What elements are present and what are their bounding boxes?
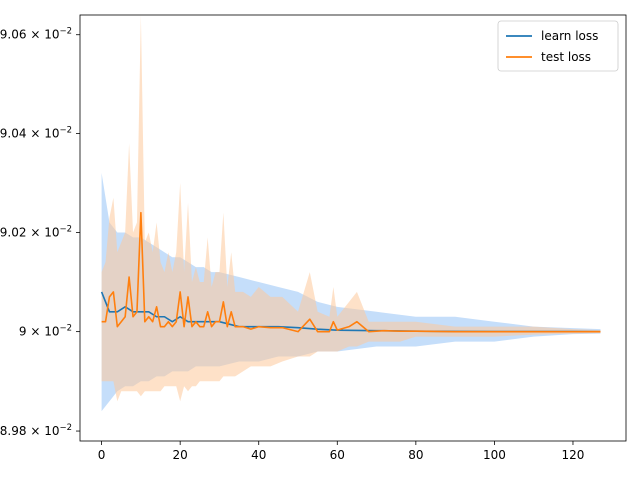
legend: learn loss test loss (497, 20, 619, 72)
legend-label-test-loss: test loss (541, 50, 591, 64)
x-tick-label: 80 (408, 448, 423, 462)
test-loss-line (101, 211, 601, 333)
x-tick-label: 0 (98, 448, 106, 462)
x-tick-label: 40 (251, 448, 266, 462)
x-tick-label: 100 (483, 448, 506, 462)
x-tick-label: 120 (562, 448, 585, 462)
confidence-bands (101, 15, 601, 412)
x-axis: 0 20 40 60 80 100 120 (98, 441, 585, 462)
y-tick-label: 9.06 × 10−2 (0, 27, 72, 42)
plot-area-frame (79, 14, 627, 442)
legend-label-learn-loss: learn loss (541, 29, 598, 43)
x-tick-label: 20 (173, 448, 188, 462)
legend-box (497, 20, 619, 72)
y-axis: 8.98 × 10−2 9 × 10−2 9.02 × 10−2 9.04 × 10−… (0, 27, 80, 438)
x-tick-label: 60 (330, 448, 345, 462)
y-tick-label: 9 × 10−2 (19, 324, 72, 339)
y-tick-label: 8.98 × 10−2 (0, 423, 72, 438)
y-tick-label: 9.02 × 10−2 (0, 224, 72, 239)
series-lines (100, 211, 601, 333)
y-tick-label: 9.04 × 10−2 (0, 125, 72, 140)
test-loss-band (101, 15, 601, 402)
